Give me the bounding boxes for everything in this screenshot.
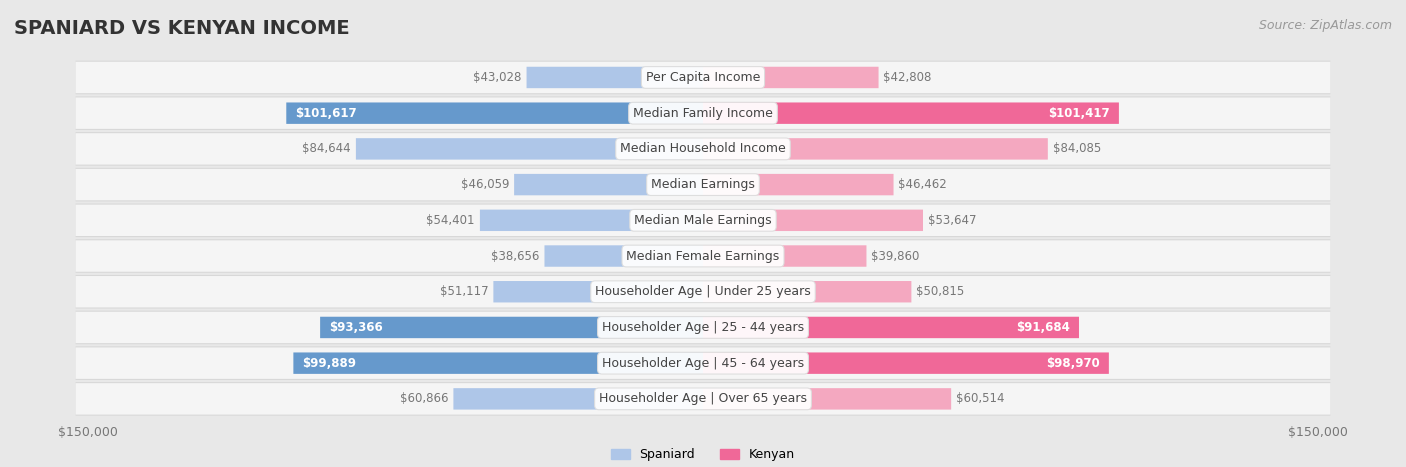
FancyBboxPatch shape: [76, 383, 1330, 415]
FancyBboxPatch shape: [453, 388, 703, 410]
FancyBboxPatch shape: [703, 210, 922, 231]
FancyBboxPatch shape: [76, 61, 1330, 94]
Text: Median Family Income: Median Family Income: [633, 106, 773, 120]
Text: SPANIARD VS KENYAN INCOME: SPANIARD VS KENYAN INCOME: [14, 19, 350, 38]
Text: $54,401: $54,401: [426, 214, 475, 227]
FancyBboxPatch shape: [703, 174, 894, 195]
FancyBboxPatch shape: [356, 138, 703, 160]
Text: $93,366: $93,366: [329, 321, 382, 334]
Text: Median Male Earnings: Median Male Earnings: [634, 214, 772, 227]
FancyBboxPatch shape: [76, 241, 1330, 272]
Text: $84,085: $84,085: [1053, 142, 1101, 156]
Text: $46,462: $46,462: [898, 178, 948, 191]
Text: $101,617: $101,617: [295, 106, 357, 120]
Text: $60,514: $60,514: [956, 392, 1004, 405]
FancyBboxPatch shape: [294, 353, 703, 374]
FancyBboxPatch shape: [76, 382, 1330, 416]
FancyBboxPatch shape: [703, 353, 1109, 374]
Text: Median Earnings: Median Earnings: [651, 178, 755, 191]
Text: $46,059: $46,059: [461, 178, 509, 191]
FancyBboxPatch shape: [76, 98, 1330, 129]
FancyBboxPatch shape: [76, 133, 1330, 164]
Text: Householder Age | 45 - 64 years: Householder Age | 45 - 64 years: [602, 357, 804, 370]
Text: Per Capita Income: Per Capita Income: [645, 71, 761, 84]
Text: Householder Age | Under 25 years: Householder Age | Under 25 years: [595, 285, 811, 298]
FancyBboxPatch shape: [703, 138, 1047, 160]
Text: $53,647: $53,647: [928, 214, 976, 227]
FancyBboxPatch shape: [76, 169, 1330, 200]
FancyBboxPatch shape: [321, 317, 703, 338]
FancyBboxPatch shape: [515, 174, 703, 195]
FancyBboxPatch shape: [703, 245, 866, 267]
Text: Median Female Earnings: Median Female Earnings: [627, 249, 779, 262]
FancyBboxPatch shape: [76, 311, 1330, 344]
Text: Householder Age | 25 - 44 years: Householder Age | 25 - 44 years: [602, 321, 804, 334]
Text: $91,684: $91,684: [1017, 321, 1070, 334]
Text: $101,417: $101,417: [1047, 106, 1109, 120]
FancyBboxPatch shape: [703, 102, 1119, 124]
Text: $84,644: $84,644: [302, 142, 352, 156]
FancyBboxPatch shape: [76, 239, 1330, 273]
FancyBboxPatch shape: [76, 205, 1330, 236]
Text: $42,808: $42,808: [883, 71, 932, 84]
FancyBboxPatch shape: [76, 312, 1330, 343]
Text: $99,889: $99,889: [302, 357, 357, 370]
FancyBboxPatch shape: [76, 132, 1330, 166]
Text: $51,117: $51,117: [440, 285, 488, 298]
Legend: Spaniard, Kenyan: Spaniard, Kenyan: [610, 448, 796, 461]
FancyBboxPatch shape: [76, 276, 1330, 307]
FancyBboxPatch shape: [703, 281, 911, 303]
Text: $50,815: $50,815: [917, 285, 965, 298]
Text: $43,028: $43,028: [474, 71, 522, 84]
FancyBboxPatch shape: [703, 317, 1078, 338]
FancyBboxPatch shape: [76, 62, 1330, 93]
FancyBboxPatch shape: [76, 347, 1330, 379]
FancyBboxPatch shape: [76, 275, 1330, 309]
FancyBboxPatch shape: [76, 96, 1330, 130]
FancyBboxPatch shape: [76, 204, 1330, 237]
Text: $38,656: $38,656: [491, 249, 540, 262]
FancyBboxPatch shape: [527, 67, 703, 88]
Text: Source: ZipAtlas.com: Source: ZipAtlas.com: [1258, 19, 1392, 32]
FancyBboxPatch shape: [544, 245, 703, 267]
Text: $98,970: $98,970: [1046, 357, 1099, 370]
FancyBboxPatch shape: [703, 388, 950, 410]
Text: Median Household Income: Median Household Income: [620, 142, 786, 156]
Text: Householder Age | Over 65 years: Householder Age | Over 65 years: [599, 392, 807, 405]
FancyBboxPatch shape: [287, 102, 703, 124]
FancyBboxPatch shape: [494, 281, 703, 303]
Text: $60,866: $60,866: [399, 392, 449, 405]
FancyBboxPatch shape: [76, 347, 1330, 380]
FancyBboxPatch shape: [479, 210, 703, 231]
FancyBboxPatch shape: [703, 67, 879, 88]
FancyBboxPatch shape: [76, 168, 1330, 201]
Text: $39,860: $39,860: [872, 249, 920, 262]
